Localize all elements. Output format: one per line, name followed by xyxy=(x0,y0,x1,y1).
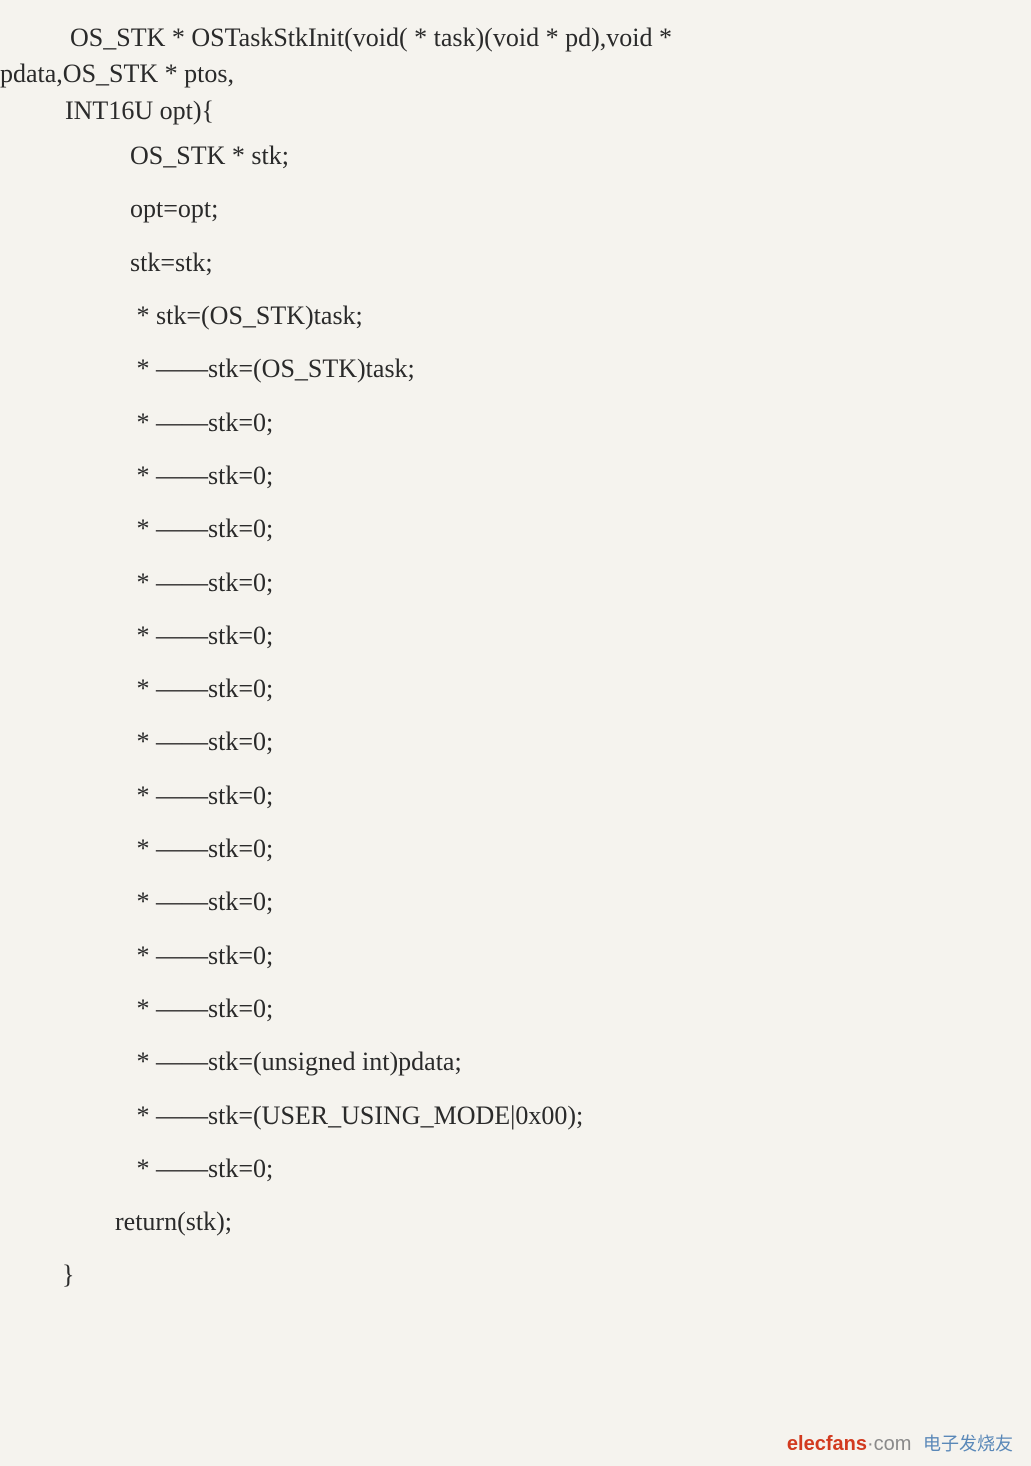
watermark-brand: elecfans xyxy=(787,1433,867,1455)
code-line: * ——stk=0; xyxy=(0,396,1031,449)
return-line: return(stk); xyxy=(0,1195,1031,1248)
code-line: * ——stk=0; xyxy=(0,982,1031,1035)
code-line: * ——stk=0; xyxy=(0,662,1031,715)
code-line: opt=opt; xyxy=(0,182,1031,235)
code-line: * ——stk=(unsigned int)pdata; xyxy=(0,1035,1031,1088)
signature-line-1: OS_STK * OSTaskStkInit(void( * task)(voi… xyxy=(0,20,1031,56)
code-line: OS_STK * stk; xyxy=(0,129,1031,182)
watermark: elecfans·com 电子发烧友 xyxy=(787,1430,1013,1456)
code-line: * ——stk=0; xyxy=(0,449,1031,502)
code-line: * ——stk=0; xyxy=(0,875,1031,928)
code-page: OS_STK * OSTaskStkInit(void( * task)(voi… xyxy=(0,0,1031,1302)
code-line: * ——stk=0; xyxy=(0,556,1031,609)
code-line: * ——stk=0; xyxy=(0,822,1031,875)
code-line: * ——stk=(OS_STK)task; xyxy=(0,342,1031,395)
code-line: * ——stk=0; xyxy=(0,929,1031,982)
code-line: * ——stk=0; xyxy=(0,502,1031,555)
code-line: stk=stk; xyxy=(0,236,1031,289)
code-line: * stk=(OS_STK)task; xyxy=(0,289,1031,342)
watermark-cn: 电子发烧友 xyxy=(923,1434,1013,1454)
code-line: * ——stk=0; xyxy=(0,1142,1031,1195)
code-line: * ——stk=(USER_USING_MODE|0x00); xyxy=(0,1089,1031,1142)
code-line: * ——stk=0; xyxy=(0,715,1031,768)
code-line: * ——stk=0; xyxy=(0,609,1031,662)
signature-line-2: pdata,OS_STK * ptos, xyxy=(0,56,1031,92)
code-line: * ——stk=0; xyxy=(0,769,1031,822)
watermark-domain: ·com xyxy=(867,1433,911,1455)
signature-line-3: INT16U opt){ xyxy=(0,93,1031,129)
close-brace: } xyxy=(0,1248,1031,1301)
